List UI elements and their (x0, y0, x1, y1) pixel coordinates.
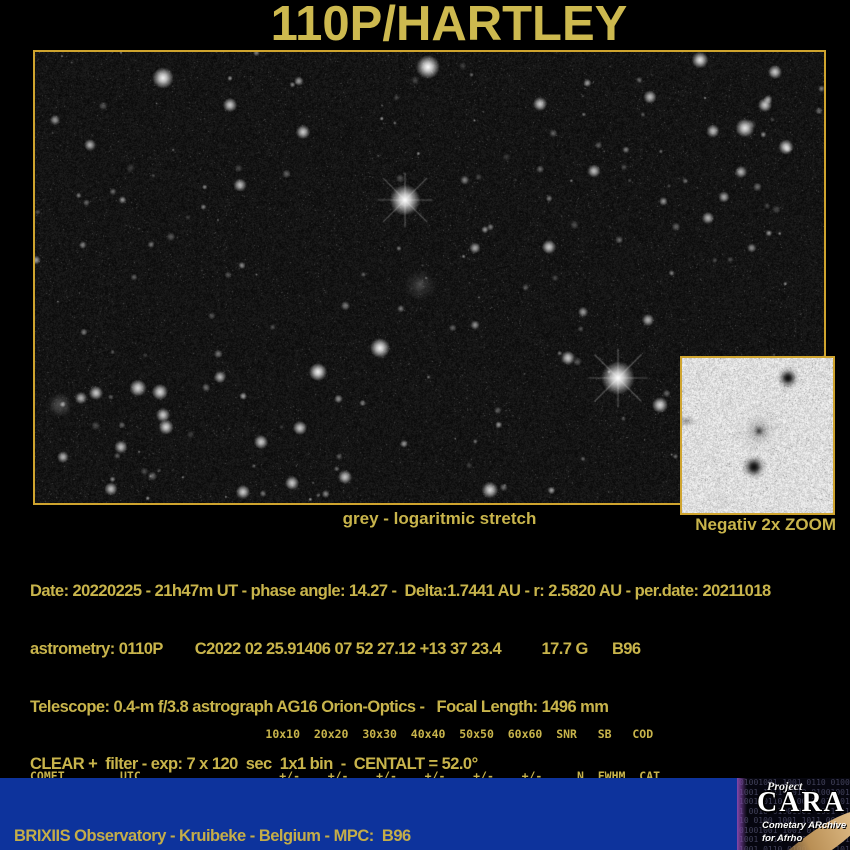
cara-logo-project-label: Project (767, 779, 803, 793)
caption-zoom-label: Negativ 2x ZOOM (695, 515, 836, 534)
cara-logo-subtitle-1: Cometary ARchive (762, 820, 847, 831)
starfield-image (33, 50, 826, 505)
footer-line-observatory: BRIXIIS Observatory - Kruibeke - Belgium… (14, 827, 411, 845)
page-title: 110P/HARTLEY (270, 0, 628, 51)
cara-logo-subtitle-2: for Afrho (762, 833, 803, 844)
info-line-telescope: Telescope: 0.4-m f/3.8 astrograph AG16 O… (30, 697, 609, 716)
info-line-astrometry: astrometry: 0110P C2022 02 25.91406 07 5… (30, 640, 641, 659)
zoom-inset-canvas (682, 358, 833, 513)
cara-logo: 01001001 1001 0110 0100 1001 1011 0010 0… (737, 778, 850, 850)
info-line-date: Date: 20220225 - 21h47m UT - phase angle… (30, 582, 771, 601)
cara-logo-purple-strip (737, 778, 747, 850)
info-line-filter-exposure: CLEAR + filter - exp: 7 x 120 sec 1x1 bi… (30, 755, 478, 774)
footer-text-block: BRIXIIS Observatory - Kruibeke - Belgium… (14, 781, 595, 850)
caption-stretch-label: grey - logaritmic stretch (342, 509, 537, 528)
cara-logo-name: CARA (757, 787, 846, 818)
table-header-apertures: 10x10 20x20 30x30 40x40 50x50 60x60 SNR … (30, 727, 654, 741)
zoom-inset-image (680, 356, 835, 515)
observatory-footer: BRIXIIS Observatory - Kruibeke - Belgium… (0, 778, 850, 850)
